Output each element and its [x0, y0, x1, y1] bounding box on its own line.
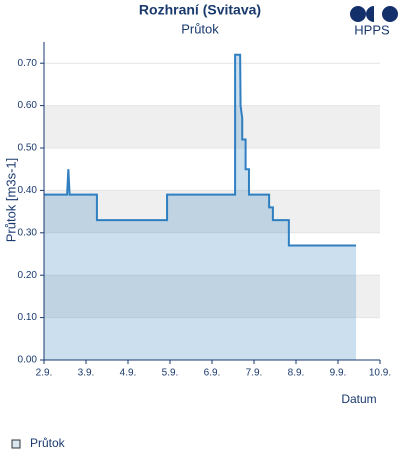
- y-tick-label: 0.70: [18, 58, 38, 69]
- y-tick-label: 0.20: [18, 270, 38, 281]
- area: [44, 54, 357, 360]
- legend-label: Průtok: [30, 436, 66, 450]
- legend-swatch: [11, 439, 21, 449]
- y-tick-label: 0.60: [18, 100, 38, 111]
- x-tick-label: 2.9.: [36, 368, 53, 379]
- grid-band: [44, 275, 380, 318]
- grid-band: [44, 105, 380, 148]
- x-tick-label: 3.9.: [78, 368, 95, 379]
- logo-text: HPPS: [354, 22, 390, 37]
- x-tick-label: 9.9.: [330, 368, 347, 379]
- y-tick-label: 0.30: [18, 227, 38, 238]
- grid-band: [44, 190, 380, 233]
- x-tick-label: 10.9.: [369, 368, 391, 379]
- chart-subtitle: Průtok: [181, 21, 219, 36]
- x-axis-label: Datum: [341, 392, 376, 406]
- chart-title: Rozhraní (Svitava): [139, 2, 261, 18]
- y-tick-label: 0.00: [18, 355, 38, 366]
- y-tick-label: 0.10: [18, 312, 38, 323]
- y-axis-label: Průtok [m3s-1]: [3, 158, 18, 243]
- logo: HPPS: [350, 6, 398, 37]
- x-tick-label: 4.9.: [120, 368, 137, 379]
- x-tick-label: 8.9.: [288, 368, 305, 379]
- y-tick-label: 0.50: [18, 143, 38, 154]
- x-tick-label: 7.9.: [246, 368, 263, 379]
- line: [44, 53, 357, 247]
- y-tick-label: 0.40: [18, 185, 38, 196]
- x-tick-label: 6.9.: [204, 368, 221, 379]
- x-tick-label: 5.9.: [162, 368, 179, 379]
